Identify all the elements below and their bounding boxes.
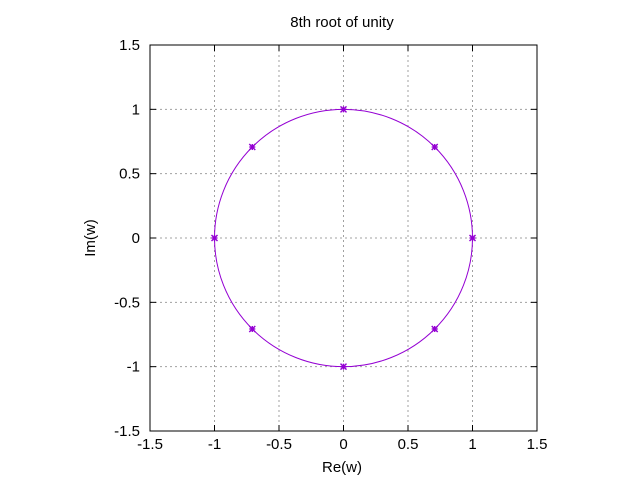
x-axis-label: Re(w): [322, 459, 362, 476]
grid: [150, 45, 537, 431]
x-tick-label: 1: [468, 436, 476, 453]
y-tick-label: 1: [132, 101, 140, 118]
y-tick-label: -0.5: [114, 294, 140, 311]
x-tick-label: -1.5: [137, 436, 163, 453]
tick-labels: -1.5 -1 -0.5 0 0.5 1 1.5 -1.5 -1 -0.5 0 0.5 1 1.5: [114, 37, 547, 453]
y-tick-label: 1.5: [119, 37, 140, 54]
x-tick-label: 1.5: [527, 436, 548, 453]
y-tick-label: -1: [127, 359, 140, 376]
series: [211, 105, 476, 371]
root-point: [248, 143, 256, 151]
y-tick-label: -1.5: [114, 423, 140, 440]
ticks: [149, 44, 538, 432]
y-axis-label: Im(w): [82, 219, 99, 257]
plot-frame: [149, 44, 538, 432]
x-tick-label: 0: [339, 436, 347, 453]
root-point: [431, 143, 439, 151]
y-tick-label: 0: [132, 230, 140, 247]
x-tick-label: -1: [208, 436, 221, 453]
x-tick-label: 0.5: [398, 436, 419, 453]
root-point: [469, 234, 476, 242]
root-point: [340, 363, 347, 371]
root-point: [248, 325, 256, 333]
root-point: [431, 325, 439, 333]
root-point: [211, 234, 218, 242]
chart-title: 8th root of unity: [290, 14, 394, 31]
x-tick-label: -0.5: [266, 436, 292, 453]
y-tick-label: 0.5: [119, 166, 140, 183]
root-point: [340, 105, 347, 113]
